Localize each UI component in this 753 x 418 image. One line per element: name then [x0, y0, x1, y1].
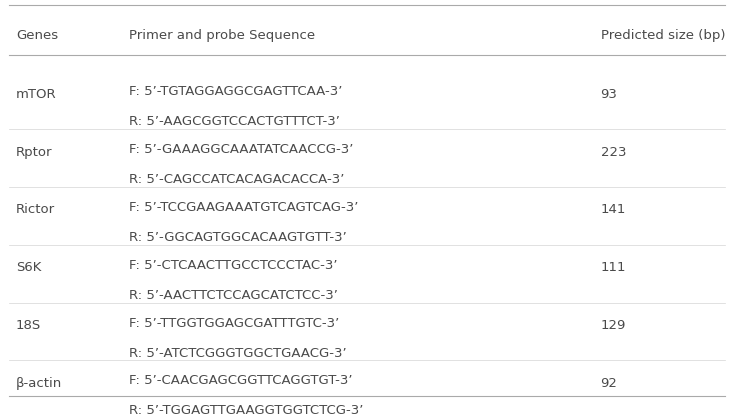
Text: mTOR: mTOR — [16, 88, 56, 101]
Text: F: 5’-CAACGAGCGGTTCAGGTGT-3’: F: 5’-CAACGAGCGGTTCAGGTGT-3’ — [130, 375, 352, 387]
Text: R: 5’-TGGAGTTGAAGGTGGTCTCG-3’: R: 5’-TGGAGTTGAAGGTGGTCTCG-3’ — [130, 404, 364, 418]
Text: 18S: 18S — [16, 319, 41, 332]
Text: R: 5’-AACTTCTCCAGCATCTCC-3’: R: 5’-AACTTCTCCAGCATCTCC-3’ — [130, 289, 338, 302]
Text: F: 5’-CTCAACTTGCCTCCCTAC-3’: F: 5’-CTCAACTTGCCTCCCTAC-3’ — [130, 259, 338, 272]
Text: R: 5’-AAGCGGTCCACTGTTTCT-3’: R: 5’-AAGCGGTCCACTGTTTCT-3’ — [130, 115, 340, 128]
Text: Rictor: Rictor — [16, 204, 55, 217]
Text: 141: 141 — [601, 204, 626, 217]
Text: Rptor: Rptor — [16, 145, 53, 158]
Text: F: 5’-TTGGTGGAGCGATTTGTC-3’: F: 5’-TTGGTGGAGCGATTTGTC-3’ — [130, 316, 340, 330]
Text: 111: 111 — [601, 261, 626, 274]
Text: R: 5’-CAGCCATCACAGACACCA-3’: R: 5’-CAGCCATCACAGACACCA-3’ — [130, 173, 345, 186]
Text: F: 5’-TGTAGGAGGCGAGTTCAA-3’: F: 5’-TGTAGGAGGCGAGTTCAA-3’ — [130, 85, 343, 98]
Text: R: 5’-ATCTCGGGTGGCTGAACG-3’: R: 5’-ATCTCGGGTGGCTGAACG-3’ — [130, 347, 347, 359]
Text: S6K: S6K — [16, 261, 41, 274]
Text: Predicted size (bp): Predicted size (bp) — [601, 29, 725, 42]
Text: 223: 223 — [601, 145, 626, 158]
Text: 93: 93 — [601, 88, 617, 101]
Text: 129: 129 — [601, 319, 626, 332]
Text: F: 5’-GAAAGGCAAATATCAACCG-3’: F: 5’-GAAAGGCAAATATCAACCG-3’ — [130, 143, 354, 156]
Text: R: 5’-GGCAGTGGCACAAGTGTT-3’: R: 5’-GGCAGTGGCACAAGTGTT-3’ — [130, 231, 347, 244]
Text: β-actin: β-actin — [16, 377, 62, 390]
Text: Primer and probe Sequence: Primer and probe Sequence — [130, 29, 316, 42]
Text: F: 5’-TCCGAAGAAATGTCAGTCAG-3’: F: 5’-TCCGAAGAAATGTCAGTCAG-3’ — [130, 201, 358, 214]
Text: 92: 92 — [601, 377, 617, 390]
Text: Genes: Genes — [16, 29, 58, 42]
